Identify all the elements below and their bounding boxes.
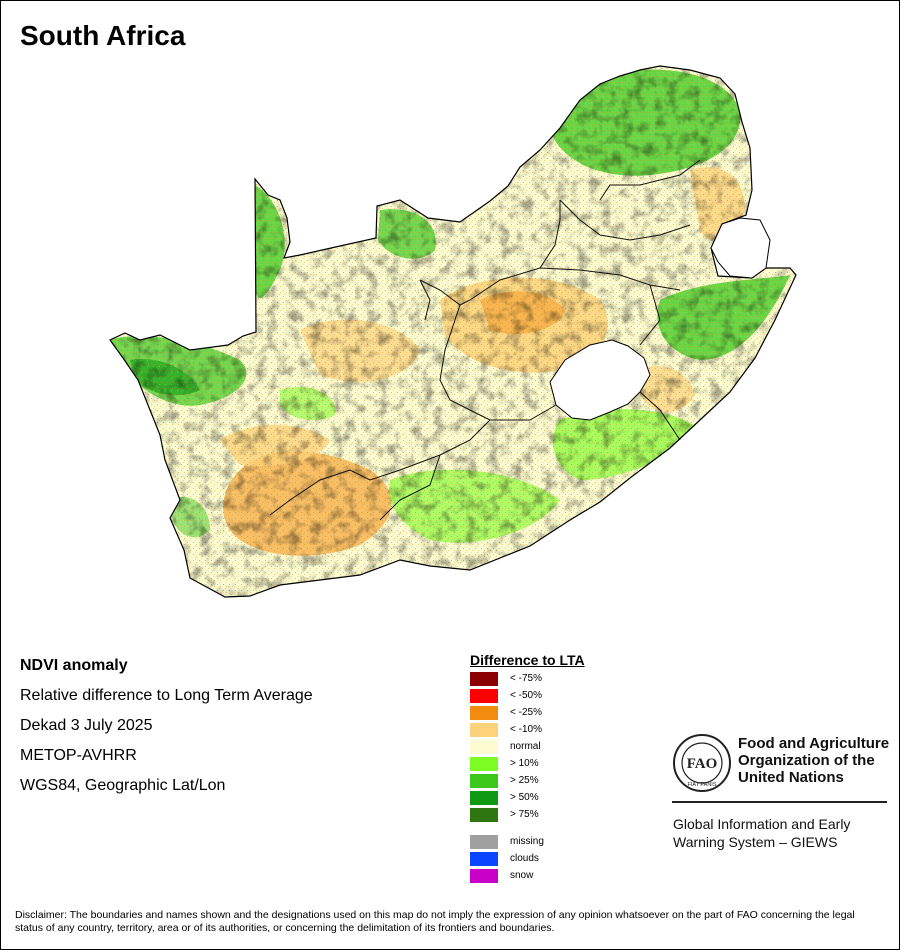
legend-swatch — [470, 723, 498, 737]
legend-label: < -75% — [510, 673, 542, 684]
fao-logo: FAO FIAT PANIS — [673, 734, 731, 792]
south-africa-outline — [109, 65, 797, 598]
legend-title: Difference to LTA — [470, 652, 585, 668]
legend-swatch — [470, 835, 498, 849]
fao-logo-motto: FIAT PANIS — [687, 782, 716, 788]
legend-label: > 10% — [510, 758, 539, 769]
giews-line: Warning System – GIEWS — [673, 834, 838, 850]
legend-label: missing — [510, 836, 544, 847]
legend-swatch — [470, 774, 498, 788]
legend-swatch — [470, 869, 498, 883]
legend-swatch — [470, 791, 498, 805]
legend-swatch — [470, 808, 498, 822]
legend-swatch — [470, 689, 498, 703]
map-title: South Africa — [20, 20, 186, 51]
fao-divider — [672, 801, 887, 803]
disclaimer: Disclaimer: The boundaries and names sho… — [15, 909, 855, 934]
legend-swatch — [470, 672, 498, 686]
fao-name-line: United Nations — [738, 769, 844, 786]
fao-name: Food and Agriculture Organization of the… — [738, 735, 889, 786]
projection-label: WGS84, Geographic Lat/Lon — [20, 777, 226, 794]
legend-label: < -10% — [510, 724, 542, 735]
legend-swatch — [470, 740, 498, 754]
product-name: NDVI anomaly — [20, 657, 128, 674]
legend-label: > 50% — [510, 792, 539, 803]
fao-name-line: Food and Agriculture — [738, 735, 890, 752]
legend-swatch — [470, 852, 498, 866]
legend-label: > 25% — [510, 775, 539, 786]
product-description: Relative difference to Long Term Average — [20, 687, 313, 704]
legend-swatch — [470, 706, 498, 720]
province-borders — [269, 159, 701, 521]
fao-name-line: Organization of the — [738, 752, 875, 769]
ndvi-anomaly-layer — [110, 66, 796, 597]
legend-label: > 75% — [510, 809, 539, 820]
giews-label: Global Information and Early Warning Sys… — [673, 815, 850, 851]
legend-label: snow — [510, 870, 534, 881]
legend-label: < -50% — [510, 690, 542, 701]
ndvi-map — [109, 65, 797, 598]
sensor-label: METOP-AVHRR — [20, 747, 137, 764]
legend-swatch — [470, 757, 498, 771]
eswatini-outline — [710, 217, 771, 279]
period-label: Dekad 3 July 2025 — [20, 717, 153, 734]
fao-logo-letters: FAO — [687, 756, 718, 772]
legend-label: clouds — [510, 853, 539, 864]
giews-line: Global Information and Early — [673, 816, 851, 832]
legend-label: normal — [510, 741, 541, 752]
lesotho-area — [549, 339, 651, 421]
legend-label: < -25% — [510, 707, 542, 718]
